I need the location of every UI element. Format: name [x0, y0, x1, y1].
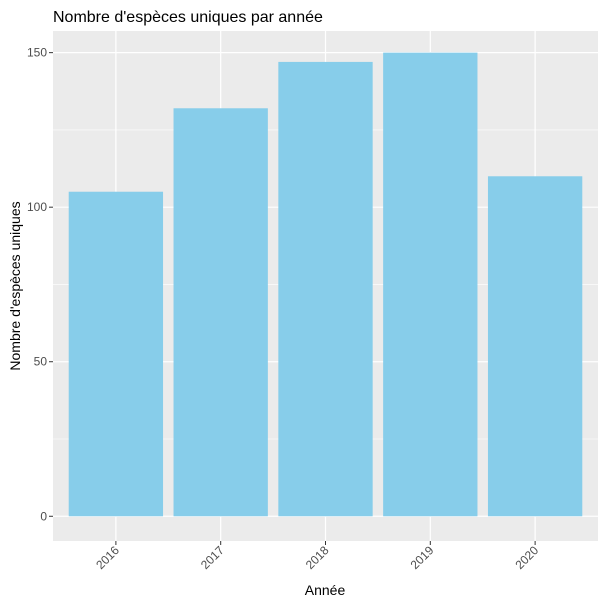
bar	[173, 108, 268, 517]
bar	[487, 176, 583, 517]
bar	[68, 191, 164, 517]
bar	[383, 52, 478, 517]
y-axis: 0 50 100 150	[27, 46, 53, 523]
chart-title: Nombre d'espèces uniques par année	[53, 9, 323, 26]
x-axis-title: Année	[305, 582, 346, 598]
y-axis-title: Nombre d'espèces uniques	[7, 201, 23, 370]
y-tick-label: 100	[27, 200, 47, 214]
bars	[68, 52, 583, 517]
y-tick-label: 150	[27, 46, 47, 60]
y-tick-label: 0	[40, 509, 47, 523]
y-tick-label: 50	[34, 355, 48, 369]
bar	[278, 61, 373, 517]
